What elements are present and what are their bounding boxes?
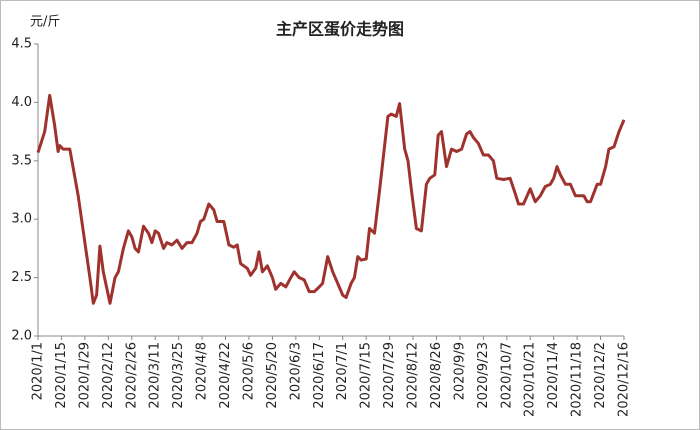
x-tick-label: 2020/3/11 (148, 342, 163, 409)
y-tick-label: 4.5 (11, 37, 32, 52)
x-tick-label: 2020/12/2 (593, 342, 608, 409)
x-tick-label: 2020/3/25 (171, 342, 186, 409)
y-tick-label: 2.0 (11, 329, 32, 344)
y-axis-label: 元/斤 (30, 15, 60, 30)
x-tick-label: 2020/1/29 (77, 342, 92, 409)
x-tick-label: 2020/7/15 (359, 342, 374, 409)
x-tick-label: 2020/1/15 (54, 342, 69, 409)
x-tick-label: 2020/4/22 (218, 342, 233, 409)
y-tick-label: 2.5 (11, 270, 32, 285)
x-tick-label: 2020/7/1 (335, 342, 350, 400)
x-tick-label: 2020/12/16 (617, 342, 632, 417)
x-tick-label: 2020/2/12 (101, 342, 116, 409)
y-tick-label: 4.0 (11, 95, 32, 110)
x-tick-label: 2020/5/20 (265, 342, 280, 409)
x-tick-label: 2020/4/8 (195, 342, 210, 400)
x-tick-label: 2020/11/4 (546, 342, 561, 409)
x-tick-label: 2020/11/18 (570, 342, 585, 417)
x-tick-label: 2020/2/26 (124, 342, 139, 409)
x-tick-label: 2020/8/12 (406, 342, 421, 409)
x-tick-label: 2020/8/26 (429, 342, 444, 409)
x-tick-label: 2020/10/7 (499, 342, 514, 409)
y-tick-label: 3.5 (11, 153, 32, 168)
x-tick-label: 2020/5/6 (241, 342, 256, 400)
chart-title: 主产区蛋价走势图 (276, 20, 404, 39)
x-tick-label: 2020/9/23 (476, 342, 491, 409)
x-tick-label: 2020/1/1 (31, 342, 46, 400)
x-tick-label: 2020/6/17 (312, 342, 327, 409)
x-tick-label: 2020/7/29 (382, 342, 397, 409)
x-tick-label: 2020/9/9 (452, 342, 467, 400)
x-tick-label: 2020/6/3 (288, 342, 303, 400)
price-line (36, 93, 626, 305)
x-tick-label: 2020/10/21 (523, 342, 538, 417)
y-tick-label: 3.0 (11, 212, 32, 227)
